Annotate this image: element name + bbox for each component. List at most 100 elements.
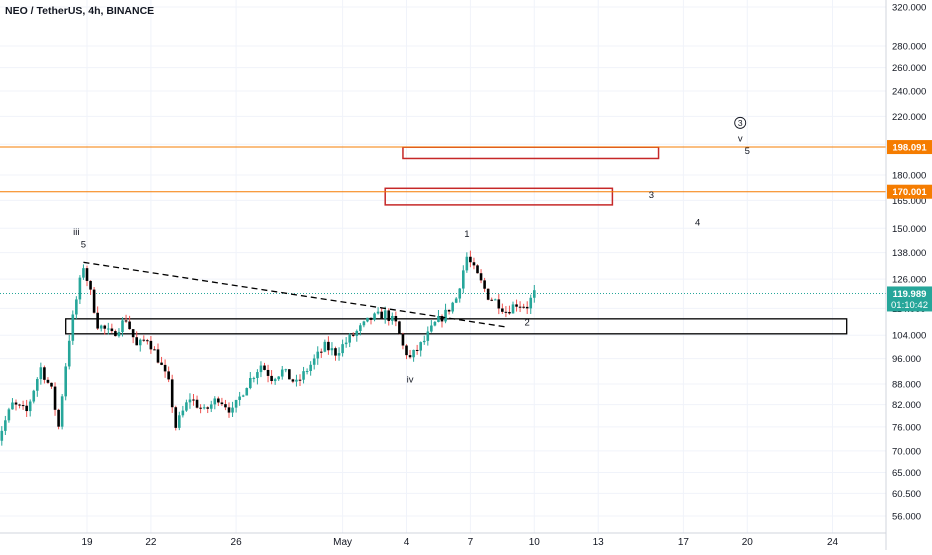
- wave-label: iv: [407, 374, 414, 385]
- candle: [82, 264, 85, 280]
- candle: [454, 297, 458, 304]
- candle: [114, 329, 117, 337]
- candle-body: [458, 288, 462, 299]
- candle-body: [146, 340, 149, 342]
- candle-body: [447, 309, 451, 312]
- candle-body: [501, 308, 504, 312]
- candle-body: [369, 317, 373, 320]
- candle: [163, 359, 167, 378]
- candle: [504, 306, 508, 318]
- candle-body: [89, 280, 92, 290]
- candle-body: [163, 364, 167, 372]
- candle: [153, 346, 156, 351]
- candle-body: [469, 256, 472, 263]
- candle-body: [330, 348, 334, 351]
- candle: [50, 382, 53, 389]
- candle-body: [490, 299, 493, 301]
- candle-body: [71, 314, 75, 341]
- candle-body: [405, 345, 408, 356]
- candle: [312, 354, 316, 370]
- candle: [96, 306, 99, 330]
- candle-body: [298, 379, 302, 381]
- x-tick-label: May: [333, 537, 352, 548]
- candle: [28, 399, 32, 417]
- candle: [344, 337, 348, 348]
- candle: [110, 323, 114, 333]
- candle: [422, 335, 426, 345]
- candle-body: [454, 298, 458, 303]
- candle: [60, 394, 64, 430]
- candle: [178, 411, 181, 431]
- candle: [156, 343, 160, 364]
- candle: [476, 264, 479, 274]
- candle-body: [295, 379, 298, 382]
- support-zone-box: [65, 318, 848, 335]
- candle-body: [380, 311, 383, 319]
- candle-body: [462, 270, 465, 289]
- candle-body: [408, 355, 412, 358]
- candle-body: [82, 268, 85, 278]
- candle-body: [529, 297, 533, 309]
- candle: [32, 389, 36, 404]
- y-tick-label: 104.000: [892, 331, 926, 342]
- candle: [78, 275, 82, 305]
- candle-body: [337, 353, 341, 356]
- candle-body: [128, 321, 131, 330]
- candle: [437, 309, 440, 323]
- candle-body: [99, 325, 103, 329]
- candle-body: [96, 312, 99, 329]
- candle: [341, 339, 344, 357]
- candle: [465, 252, 469, 273]
- candle: [529, 294, 533, 315]
- candle-body: [178, 415, 181, 428]
- candle: [419, 341, 422, 357]
- candle-body: [39, 367, 43, 379]
- candle-body: [153, 349, 156, 351]
- candles: [0, 250, 536, 446]
- candle-body: [36, 378, 39, 391]
- candle-body: [188, 399, 192, 403]
- candle: [323, 339, 327, 353]
- candle: [18, 403, 21, 409]
- candle: [252, 376, 256, 383]
- level-price-tag: [887, 140, 932, 155]
- target-box: [384, 187, 614, 206]
- candle-body: [64, 366, 67, 397]
- candle-body: [14, 402, 18, 405]
- y-tick-label: 56.000: [892, 512, 921, 523]
- candle: [75, 296, 78, 319]
- candle: [167, 366, 170, 383]
- x-tick-label: 7: [468, 537, 474, 548]
- candle-body: [355, 330, 359, 336]
- candle-body: [465, 256, 469, 271]
- candle-body: [277, 376, 280, 380]
- candle: [185, 399, 188, 412]
- candle: [146, 338, 149, 345]
- candle-body: [256, 372, 259, 378]
- candle: [515, 299, 518, 312]
- candle: [309, 361, 312, 376]
- x-tick-label: 22: [145, 537, 157, 548]
- candle: [508, 305, 511, 315]
- candle: [458, 287, 462, 303]
- candle-body: [107, 328, 110, 330]
- candle: [376, 307, 380, 315]
- candle: [227, 402, 231, 418]
- candle: [373, 312, 376, 322]
- candle: [259, 361, 263, 378]
- candle-body: [266, 369, 270, 376]
- candle: [107, 322, 110, 335]
- candle: [57, 408, 60, 430]
- chart-title: NEO / TetherUS, 4h, BINANCE: [5, 5, 154, 17]
- candle: [39, 362, 43, 385]
- candle: [121, 317, 124, 337]
- candle-body: [174, 407, 178, 428]
- candle-body: [312, 358, 316, 365]
- y-tick-label: 280.000: [892, 41, 926, 52]
- y-tick-label: 240.000: [892, 87, 926, 98]
- candle-body: [433, 321, 437, 326]
- candle: [131, 329, 135, 344]
- candle: [280, 365, 284, 380]
- candle-body: [121, 320, 124, 333]
- candle-body: [0, 430, 4, 441]
